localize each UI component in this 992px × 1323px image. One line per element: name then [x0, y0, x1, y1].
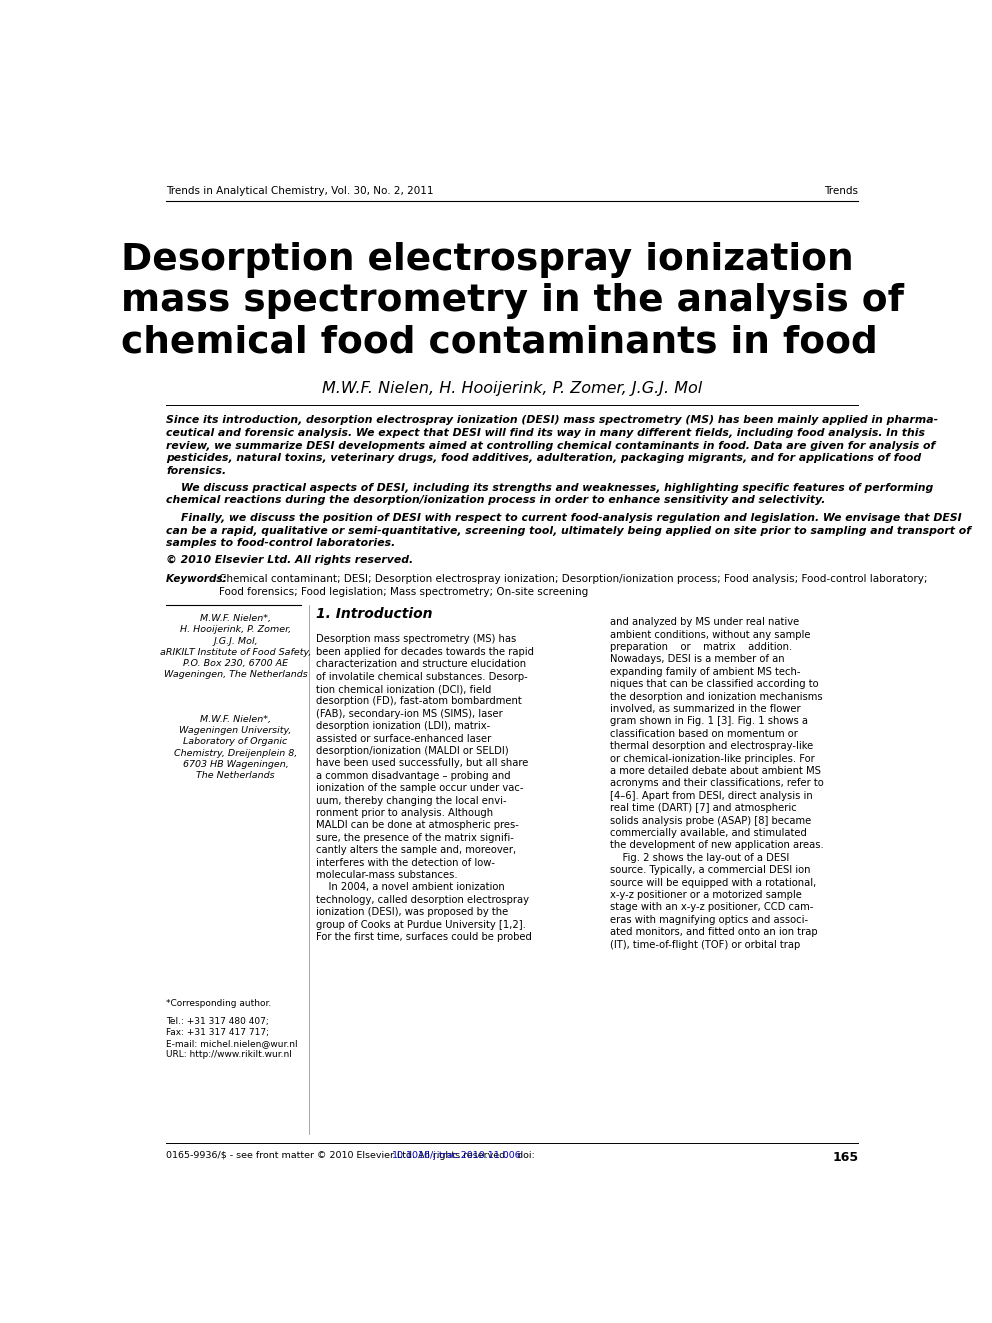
Text: and analyzed by MS under real native
ambient conditions, without any sample
prep: and analyzed by MS under real native amb…: [610, 617, 823, 950]
Text: Tel.: +31 317 480 407;
Fax: +31 317 417 717;
E-mail: michel.nielen@wur.nl
URL: h: Tel.: +31 317 480 407; Fax: +31 317 417 …: [167, 1016, 298, 1060]
Text: Since its introduction, desorption electrospray ionization (DESI) mass spectrome: Since its introduction, desorption elect…: [167, 415, 938, 476]
Text: Desorption mass spectrometry (MS) has
been applied for decades towards the rapid: Desorption mass spectrometry (MS) has be…: [316, 635, 535, 942]
Text: M.W.F. Nielen*,
Wageningen University,
Laboratory of Organic
Chemistry, Dreijenp: M.W.F. Nielen*, Wageningen University, L…: [174, 714, 297, 781]
Text: Chemical contaminant; DESI; Desorption electrospray ionization; Desorption/ioniz: Chemical contaminant; DESI; Desorption e…: [218, 574, 928, 597]
Text: Finally, we discuss the position of DESI with respect to current food-analysis r: Finally, we discuss the position of DESI…: [167, 513, 971, 549]
Text: 165: 165: [832, 1151, 858, 1164]
Text: We discuss practical aspects of DESI, including its strengths and weaknesses, hi: We discuss practical aspects of DESI, in…: [167, 483, 933, 505]
Text: *Corresponding author.: *Corresponding author.: [167, 999, 272, 1008]
Text: Keywords:: Keywords:: [167, 574, 230, 585]
Text: Trends: Trends: [824, 187, 858, 196]
Text: 1. Introduction: 1. Introduction: [316, 607, 433, 620]
Text: M.W.F. Nielen*,
H. Hooijerink, P. Zomer,
J.G.J. Mol,
aRIKILT Institute of Food S: M.W.F. Nielen*, H. Hooijerink, P. Zomer,…: [160, 614, 311, 679]
Text: Desorption electrospray ionization
mass spectrometry in the analysis of
chemical: Desorption electrospray ionization mass …: [121, 242, 904, 360]
Text: Trends in Analytical Chemistry, Vol. 30, No. 2, 2011: Trends in Analytical Chemistry, Vol. 30,…: [167, 187, 434, 196]
Text: © 2010 Elsevier Ltd. All rights reserved.: © 2010 Elsevier Ltd. All rights reserved…: [167, 556, 414, 565]
Text: M.W.F. Nielen, H. Hooijerink, P. Zomer, J.G.J. Mol: M.W.F. Nielen, H. Hooijerink, P. Zomer, …: [322, 381, 702, 396]
Text: 0165-9936/$ - see front matter © 2010 Elsevier Ltd. All rights reserved.   doi:: 0165-9936/$ - see front matter © 2010 El…: [167, 1151, 535, 1160]
Text: 10.1016/j.trac.2010.11.006: 10.1016/j.trac.2010.11.006: [392, 1151, 522, 1160]
